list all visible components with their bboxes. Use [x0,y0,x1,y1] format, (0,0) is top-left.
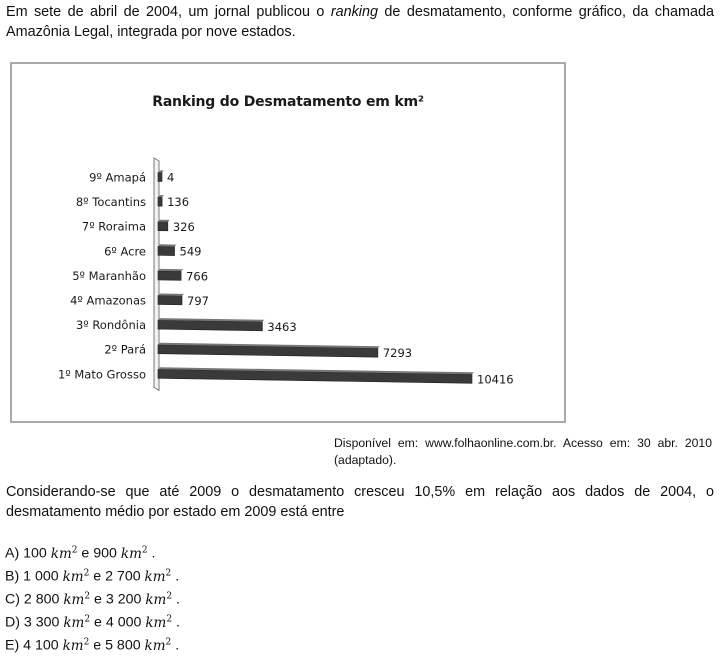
bar-top-face [158,293,185,296]
bar-top-face [158,195,165,198]
bar [157,221,169,232]
unit-km2: km2 [50,545,78,562]
unit-km2: km2 [63,591,91,608]
answer-option[interactable]: E) 4 100 km2 e 5 800 km2 . [5,633,180,656]
bar [157,368,473,384]
unit-km2: km2 [120,545,148,562]
unit-km2: km2 [63,614,91,631]
category-label: 6º Acre [104,244,146,258]
option-letter: C) [5,591,24,608]
bar [157,245,175,256]
option-low-value: 1 000 [23,568,63,585]
unit-km2: km2 [145,591,173,608]
option-high-value: 2 700 [105,568,145,585]
option-low-value: 2 800 [23,591,64,608]
data-label: 10416 [477,372,514,386]
option-connector: e [89,568,106,585]
option-connector: e [77,545,94,562]
option-terminator: . [172,614,180,631]
unit-km2: km2 [144,568,172,585]
intro-emphasis: ranking [330,4,379,20]
question-page: Em sete de abril de 2004, um jornal publ… [5,2,714,654]
answer-options: A) 100 km2 e 900 km2 . B) 1 000 km2 e 2 7… [5,541,180,656]
chart-title: Ranking do Desmatamento em km² [152,94,424,110]
question-paragraph: Considerando-se que até 2009 o desmatame… [6,484,714,520]
category-label: 1º Mato Grosso [58,367,146,381]
data-label: 3463 [267,320,296,334]
data-label: 766 [186,269,208,283]
option-terminator: . [172,591,180,608]
category-label: 5º Maranhão [72,269,146,283]
data-label: 7293 [383,346,412,360]
category-label: 8º Tocantins [76,195,146,209]
option-high-value: 3 200 [105,591,146,608]
bar [157,270,182,281]
chart-figure: Ranking do Desmatamento em km² 9º Amapá 4… [10,62,566,423]
option-low-value: 3 300 [23,614,64,631]
unit-km2: km2 [145,614,173,631]
intro-text-after: de desmatamento, conforme gráfico, da ch… [6,4,714,40]
data-label: 326 [173,220,195,234]
bar-top-face [158,367,474,375]
option-letter: D) [5,614,24,631]
category-label: 2º Pará [104,343,146,357]
data-label: 4 [167,171,174,185]
answer-option[interactable]: A) 100 km2 e 900 km2 . [5,541,180,564]
unit-km2: km2 [62,568,90,585]
bar-top-face [158,219,170,222]
option-high-value: 4 000 [105,614,146,631]
bar [157,319,263,332]
axis-wall [153,157,160,392]
intro-paragraph: Em sete de abril de 2004, um jornal publ… [6,2,714,42]
data-label: 549 [180,245,202,259]
data-label: 136 [167,195,189,209]
answer-option[interactable]: B) 1 000 km2 e 2 700 km2 . [5,564,180,587]
deforestation-bar-chart: 9º Amapá 4 8º Tocantins 136 7º Roraima 326 6º … [58,157,514,392]
option-high-value: 900 [93,545,121,562]
data-label: 797 [187,294,209,308]
option-connector: e [90,591,106,608]
intro-text-before: Em sete de abril de 2004, um jornal publ… [6,4,331,20]
bar-top-face [158,342,380,349]
option-letter: A) [5,545,24,562]
category-label: 3º Rondônia [76,318,146,332]
answer-option[interactable]: C) 2 800 km2 e 3 200 km2 . [5,587,180,610]
option-connector: e [90,614,106,631]
category-label: 7º Roraima [82,220,146,234]
option-low-value: 100 [23,545,51,562]
category-label: 4º Amazonas [70,294,146,308]
bar-top-face [158,244,177,247]
option-letter: B) [5,568,24,585]
option-terminator: . [147,545,156,562]
bar [157,172,163,182]
bar [157,295,183,306]
answer-option[interactable]: D) 3 300 km2 e 4 000 km2 . [5,610,180,633]
bar-top-face [158,268,184,272]
bar-top-face [158,170,164,173]
bar [157,196,163,207]
bar-top-face [158,318,265,322]
option-terminator: . [171,568,180,585]
source-citation: Disponível em: www.folhaonline.com.br. A… [334,436,712,467]
category-label: 9º Amapá [89,171,146,185]
